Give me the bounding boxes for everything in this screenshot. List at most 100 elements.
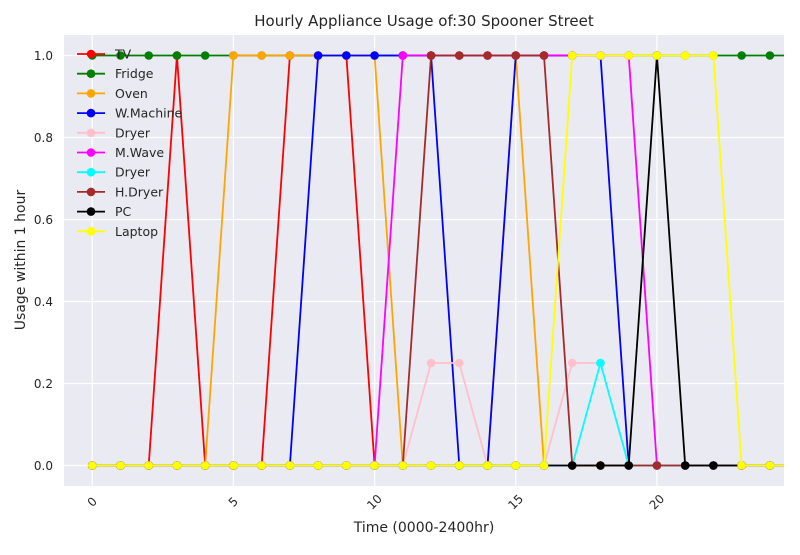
data-point-fridge (794, 51, 800, 60)
data-point-oven (285, 51, 295, 60)
data-point-laptop (765, 461, 775, 470)
data-point-laptop (511, 461, 521, 470)
data-point-dryer (794, 461, 800, 470)
data-point-laptop (229, 461, 238, 470)
data-point-laptop (257, 461, 266, 470)
x-axis-label: Time (0000-2400hr) (353, 520, 495, 536)
legend-label: PC (115, 204, 132, 219)
legend-label: Dryer (115, 165, 151, 180)
legend-marker (86, 49, 96, 59)
data-point-laptop (200, 461, 210, 470)
legend-item-fridge: Fridge (77, 66, 154, 81)
legend-item-oven: Oven (77, 86, 148, 101)
data-point-h-dryer (539, 51, 549, 60)
legend-label: Fridge (115, 66, 154, 81)
legend-marker (86, 108, 96, 118)
legend-marker (86, 128, 96, 138)
data-point-oven (257, 51, 266, 60)
x-tick-label: 20 (647, 492, 668, 513)
data-point-fridge (200, 51, 210, 60)
data-point-laptop (596, 51, 605, 60)
y-axis-label: Usage within 1 hour (13, 190, 29, 331)
chart-title: Hourly Appliance Usage of:30 Spooner Str… (254, 12, 594, 30)
legend-label: M.Wave (115, 145, 164, 160)
y-tick-label: 0.8 (34, 131, 53, 145)
series-laptop (87, 51, 800, 470)
data-point-pc (709, 461, 718, 470)
data-point-laptop (709, 51, 718, 60)
data-point-h-dryer (426, 51, 436, 60)
legend-label: H.Dryer (115, 184, 164, 199)
legend-label: Laptop (115, 224, 158, 239)
data-point-w-machine (342, 51, 351, 60)
legend-marker (86, 227, 96, 236)
legend-item-pc: PC (77, 204, 132, 219)
data-point-laptop (483, 461, 492, 470)
data-point-dryer (596, 358, 605, 368)
data-point-laptop (285, 461, 295, 470)
legend-item-laptop: Laptop (77, 224, 158, 239)
data-point-pc (567, 461, 577, 470)
x-tick-label: 10 (364, 492, 385, 513)
data-point-laptop (539, 461, 549, 470)
data-point-oven (229, 51, 238, 60)
data-point-oven (794, 461, 800, 470)
data-point-pc (680, 461, 690, 470)
data-point-fridge (172, 51, 182, 60)
y-tick-label: 0.6 (34, 213, 53, 227)
data-point-fridge (116, 51, 125, 60)
data-point-laptop (624, 51, 634, 60)
legend-marker (86, 89, 96, 98)
data-point-laptop (737, 461, 746, 470)
data-point-dryer (454, 358, 464, 368)
legend-marker (86, 148, 96, 157)
data-point-laptop (87, 461, 97, 470)
legend-label: Oven (115, 86, 148, 101)
data-point-fridge (144, 51, 154, 60)
legend-marker (86, 167, 96, 177)
data-point-h-dryer (511, 51, 521, 60)
data-point-laptop (172, 461, 182, 470)
legend-item-m-wave: M.Wave (77, 145, 164, 160)
data-point-pc (624, 461, 634, 470)
data-point-w-machine (370, 51, 379, 60)
data-point-laptop (794, 461, 800, 470)
plot-area (64, 35, 784, 486)
data-point-laptop (313, 461, 323, 470)
legend-marker (86, 207, 96, 216)
data-point-dryer (794, 461, 800, 470)
series-layer (87, 51, 800, 470)
data-point-m-wave (794, 461, 800, 470)
data-point-dryer (426, 358, 436, 368)
legend-label: Dryer (115, 125, 151, 140)
data-point-w-machine (313, 51, 323, 60)
data-point-laptop (398, 461, 408, 470)
x-tick-label: 15 (505, 492, 526, 513)
legend-marker (86, 69, 96, 78)
legend-item-dryer: Dryer (77, 125, 151, 140)
data-point-h-dryer (794, 461, 800, 470)
data-point-h-dryer (483, 51, 492, 60)
data-point-laptop (454, 461, 464, 470)
data-point-h-dryer (454, 51, 464, 60)
x-tick-label: 0 (85, 494, 100, 509)
data-point-laptop (370, 461, 379, 470)
legend-item-w-machine: W.Machine (77, 106, 183, 121)
data-point-laptop (567, 51, 577, 60)
y-tick-label: 0.2 (34, 377, 53, 391)
x-tick-label: 5 (226, 494, 241, 509)
legend-label: W.Machine (115, 106, 183, 121)
data-point-dryer (567, 358, 577, 368)
legend-marker (86, 187, 96, 197)
data-point-h-dryer (652, 461, 662, 470)
data-point-fridge (737, 51, 746, 60)
data-point-laptop (116, 461, 125, 470)
data-point-w-machine (794, 461, 800, 470)
data-point-laptop (652, 51, 662, 60)
data-point-laptop (144, 461, 154, 470)
series-line-laptop (92, 54, 784, 467)
legend-label: TV (114, 47, 132, 62)
data-point-tv (794, 461, 800, 470)
